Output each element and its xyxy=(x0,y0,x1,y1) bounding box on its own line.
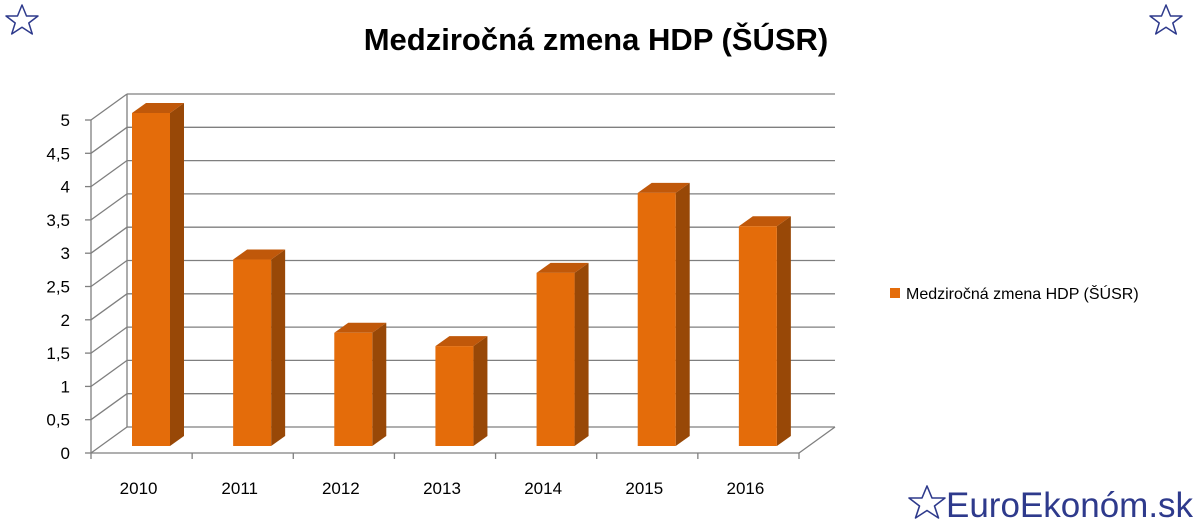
bar-side xyxy=(170,103,184,446)
gridline-depth xyxy=(90,326,128,354)
y-tick-label: 1,5 xyxy=(46,344,70,363)
gridline-depth xyxy=(90,160,128,188)
y-tick-label: 2,5 xyxy=(46,278,70,297)
bar-side xyxy=(473,336,488,446)
x-tick-label: 2013 xyxy=(423,479,461,498)
y-tick-label: 4,5 xyxy=(46,144,70,163)
gridline-depth xyxy=(90,359,128,387)
bar-top xyxy=(738,216,791,227)
gridline-depth xyxy=(90,193,128,221)
bar-side xyxy=(675,182,690,447)
y-tick-label: 1 xyxy=(61,377,70,396)
legend-swatch xyxy=(890,288,900,298)
y-tick-label: 0 xyxy=(61,444,70,463)
bar-top xyxy=(637,182,690,193)
y-tick-label: 4 xyxy=(61,178,70,197)
brand-logo: EuroEkonóm.sk xyxy=(908,485,1193,525)
brand-text: EuroEkonóm.sk xyxy=(946,486,1193,525)
x-tick-label: 2010 xyxy=(120,479,158,498)
bar-top xyxy=(536,262,589,273)
bar-top xyxy=(435,336,488,347)
gridline-depth xyxy=(90,93,128,121)
x-tick-label: 2016 xyxy=(727,479,765,498)
ticks-layer: 0 0,5 1 1,5 2 2,5 3 3,5 4 4,5 5 2010 2011 2012 2013 201… xyxy=(46,111,764,498)
legend-label: Medziročná zmena HDP (ŠÚSR) xyxy=(906,284,1139,303)
bar-side xyxy=(271,249,286,446)
x-tick-label: 2015 xyxy=(625,479,663,498)
bar-top xyxy=(233,249,286,260)
y-tick-label: 5 xyxy=(61,111,70,130)
bar xyxy=(738,226,777,446)
bar-side xyxy=(574,262,589,446)
bar xyxy=(435,346,474,446)
bar xyxy=(334,332,373,446)
star-outline-icon xyxy=(5,4,39,35)
x-tick-label: 2011 xyxy=(221,479,258,498)
legend: Medziročná zmena HDP (ŠÚSR) xyxy=(890,284,1139,303)
y-tick-label: 0,5 xyxy=(46,411,70,430)
bars-layer xyxy=(132,103,791,447)
bar xyxy=(132,113,170,446)
star-outline-icon xyxy=(908,485,946,519)
gridline-depth xyxy=(90,426,128,454)
y-tick-label: 3,5 xyxy=(46,211,70,230)
bar xyxy=(536,272,575,446)
gridline-depth xyxy=(90,293,128,321)
gridline-depth xyxy=(90,126,128,154)
bar xyxy=(233,259,272,446)
gridline-depth xyxy=(90,393,128,421)
star-outline-icon xyxy=(1149,4,1183,35)
gridline-depth xyxy=(90,226,128,254)
chart-title: Medziročná zmena HDP (ŠÚSR) xyxy=(364,21,829,57)
bar-side xyxy=(776,216,791,446)
floor-edge xyxy=(798,426,836,454)
bar xyxy=(637,192,676,446)
bar-side xyxy=(372,322,387,446)
y-tick-label: 3 xyxy=(61,244,70,263)
bar-top xyxy=(334,322,387,333)
gridline-depth xyxy=(90,259,128,288)
x-tick-label: 2012 xyxy=(322,479,360,498)
bar-top xyxy=(132,103,184,113)
y-tick-label: 2 xyxy=(61,311,70,330)
x-tick-label: 2014 xyxy=(524,479,562,498)
grid-layer xyxy=(85,93,836,459)
